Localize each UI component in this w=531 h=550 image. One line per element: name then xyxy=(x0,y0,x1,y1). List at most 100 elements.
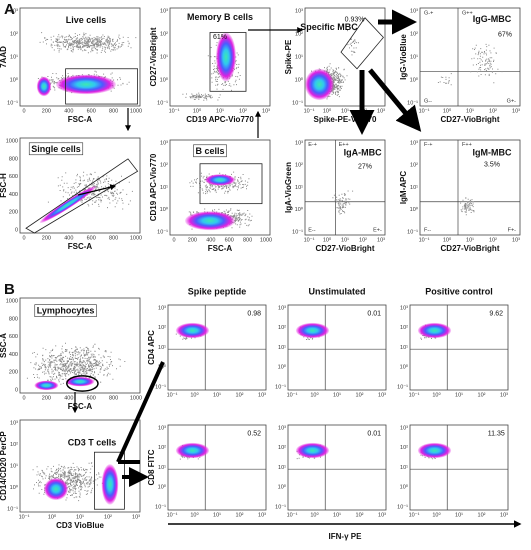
plot-title: Specific MBC xyxy=(300,22,358,32)
x-axis-label: CD27-VioBright xyxy=(441,115,500,124)
quadrant-value: 0.98 xyxy=(247,310,261,317)
column-title: Spike peptide xyxy=(188,286,247,296)
x-tick-label: 10⁻¹ xyxy=(167,512,178,518)
plot-frame xyxy=(419,7,521,107)
x-tick-label: 10⁻¹ xyxy=(287,392,298,398)
y-tick-label: 10⁻¹ xyxy=(275,504,286,510)
plot-frame xyxy=(167,424,267,511)
x-axis-label: CD19 APC-Vio770 xyxy=(186,115,254,124)
x-tick-label: 10⁻¹ xyxy=(409,512,420,518)
y-tick-label: 10³ xyxy=(295,8,303,14)
quadrant-label: E++ xyxy=(339,142,349,148)
y-tick-label: 10³ xyxy=(160,140,168,146)
y-tick-label: 400 xyxy=(9,192,18,198)
plot-title: IgM-MBC xyxy=(473,148,512,158)
x-tick-label: 1000 xyxy=(260,237,272,243)
density xyxy=(205,174,235,186)
x-tick-label: 10⁰ xyxy=(193,107,202,114)
density xyxy=(65,376,95,387)
plot-frame xyxy=(419,139,521,236)
y-tick-label: 10³ xyxy=(158,305,166,311)
y-tick-label: 10⁻¹ xyxy=(155,504,166,510)
y-tick-label: 10⁰ xyxy=(158,484,167,491)
density xyxy=(305,68,334,101)
plot-title: Memory B cells xyxy=(187,12,253,22)
x-tick-label: 10⁻¹ xyxy=(167,392,178,398)
x-tick-label: 10⁰ xyxy=(323,107,332,114)
quadrant-value: 0.01 xyxy=(367,430,381,437)
y-tick-label: 10³ xyxy=(400,425,408,431)
panel-label: A xyxy=(4,1,15,18)
y-tick-label: 10¹ xyxy=(400,465,408,471)
density xyxy=(101,464,119,505)
gate-value: 27% xyxy=(358,163,372,170)
x-tick-label: 600 xyxy=(225,237,234,243)
x-tick-label: 10³ xyxy=(512,237,520,243)
x-tick-label: 400 xyxy=(64,235,73,241)
y-axis-label: IgG-VioBlue xyxy=(399,34,408,80)
gate xyxy=(340,17,384,70)
x-axis-label: FSC-A xyxy=(68,115,93,124)
plot-title: Live cells xyxy=(66,15,107,25)
x-axis-label: FSC-A xyxy=(68,242,93,251)
y-tick-label: 10⁻¹ xyxy=(292,100,303,106)
y-tick-label: 10⁻¹ xyxy=(157,229,168,235)
event-dots xyxy=(311,28,359,100)
y-tick-label: 10³ xyxy=(278,305,286,311)
x-tick-label: 0 xyxy=(22,235,25,241)
gate xyxy=(209,32,247,92)
y-tick-label: 10⁰ xyxy=(160,206,169,213)
y-tick-label: 10⁰ xyxy=(400,484,409,491)
plot-title: IgA-MBC xyxy=(344,148,382,158)
x-tick-label: 10² xyxy=(478,392,486,398)
y-axis-label: FSC-H xyxy=(0,173,8,198)
plot-frame xyxy=(287,304,387,391)
y-axis-label: SSC-A xyxy=(0,333,8,358)
y-tick-label: 10¹ xyxy=(295,185,303,191)
y-tick-label: 10⁰ xyxy=(410,76,419,83)
y-tick-label: 200 xyxy=(9,370,18,376)
y-axis-label: Spike-PE xyxy=(284,39,293,74)
x-tick-label: 10² xyxy=(478,512,486,518)
y-tick-label: 10¹ xyxy=(278,465,286,471)
x-axis-label: Spike-PE-Vio770 xyxy=(314,115,378,124)
quadrant-value: 11.35 xyxy=(488,430,505,437)
title-box xyxy=(193,144,227,158)
y-axis-label: CD4 APC xyxy=(147,330,156,365)
gate-value: 3.5% xyxy=(484,162,500,169)
y-tick-label: 10⁰ xyxy=(10,484,19,491)
quadrant-label: F+- xyxy=(508,228,517,234)
plot-title: CD3 T cells xyxy=(68,437,117,447)
x-tick-label: 10² xyxy=(489,237,497,243)
y-axis-label: IgM-APC xyxy=(399,171,408,205)
quadrant-label: E-+ xyxy=(308,142,317,148)
x-tick-label: 10⁰ xyxy=(310,391,319,398)
x-tick-label: 10³ xyxy=(132,514,140,520)
x-tick-label: 10³ xyxy=(258,392,266,398)
y-axis-label: CD19 APC-Vio770 xyxy=(149,153,158,221)
quadrant-label: G++ xyxy=(462,10,473,16)
y-tick-label: 0 xyxy=(15,227,18,233)
gate xyxy=(25,158,139,234)
gate-value: 0.93% xyxy=(345,17,365,24)
quadrant-label: G+- xyxy=(507,99,516,105)
density xyxy=(175,442,210,459)
y-tick-label: 1000 xyxy=(6,138,18,144)
gate xyxy=(65,68,138,105)
y-tick-label: 10² xyxy=(160,31,168,37)
density xyxy=(39,185,97,224)
density xyxy=(185,211,235,231)
gate xyxy=(66,375,99,392)
event-dots xyxy=(460,197,475,216)
y-tick-label: 10⁰ xyxy=(278,364,287,371)
quadrant-label: G-- xyxy=(424,99,432,105)
x-tick-label: 10⁻¹ xyxy=(304,108,315,114)
y-tick-label: 10⁻¹ xyxy=(7,506,18,512)
x-tick-label: 200 xyxy=(42,395,51,401)
plot-frame xyxy=(167,304,267,391)
density xyxy=(36,76,52,97)
y-tick-label: 10³ xyxy=(160,8,168,14)
y-tick-label: 10³ xyxy=(158,425,166,431)
y-tick-label: 10⁻¹ xyxy=(275,384,286,390)
y-tick-label: 10⁻¹ xyxy=(407,229,418,235)
